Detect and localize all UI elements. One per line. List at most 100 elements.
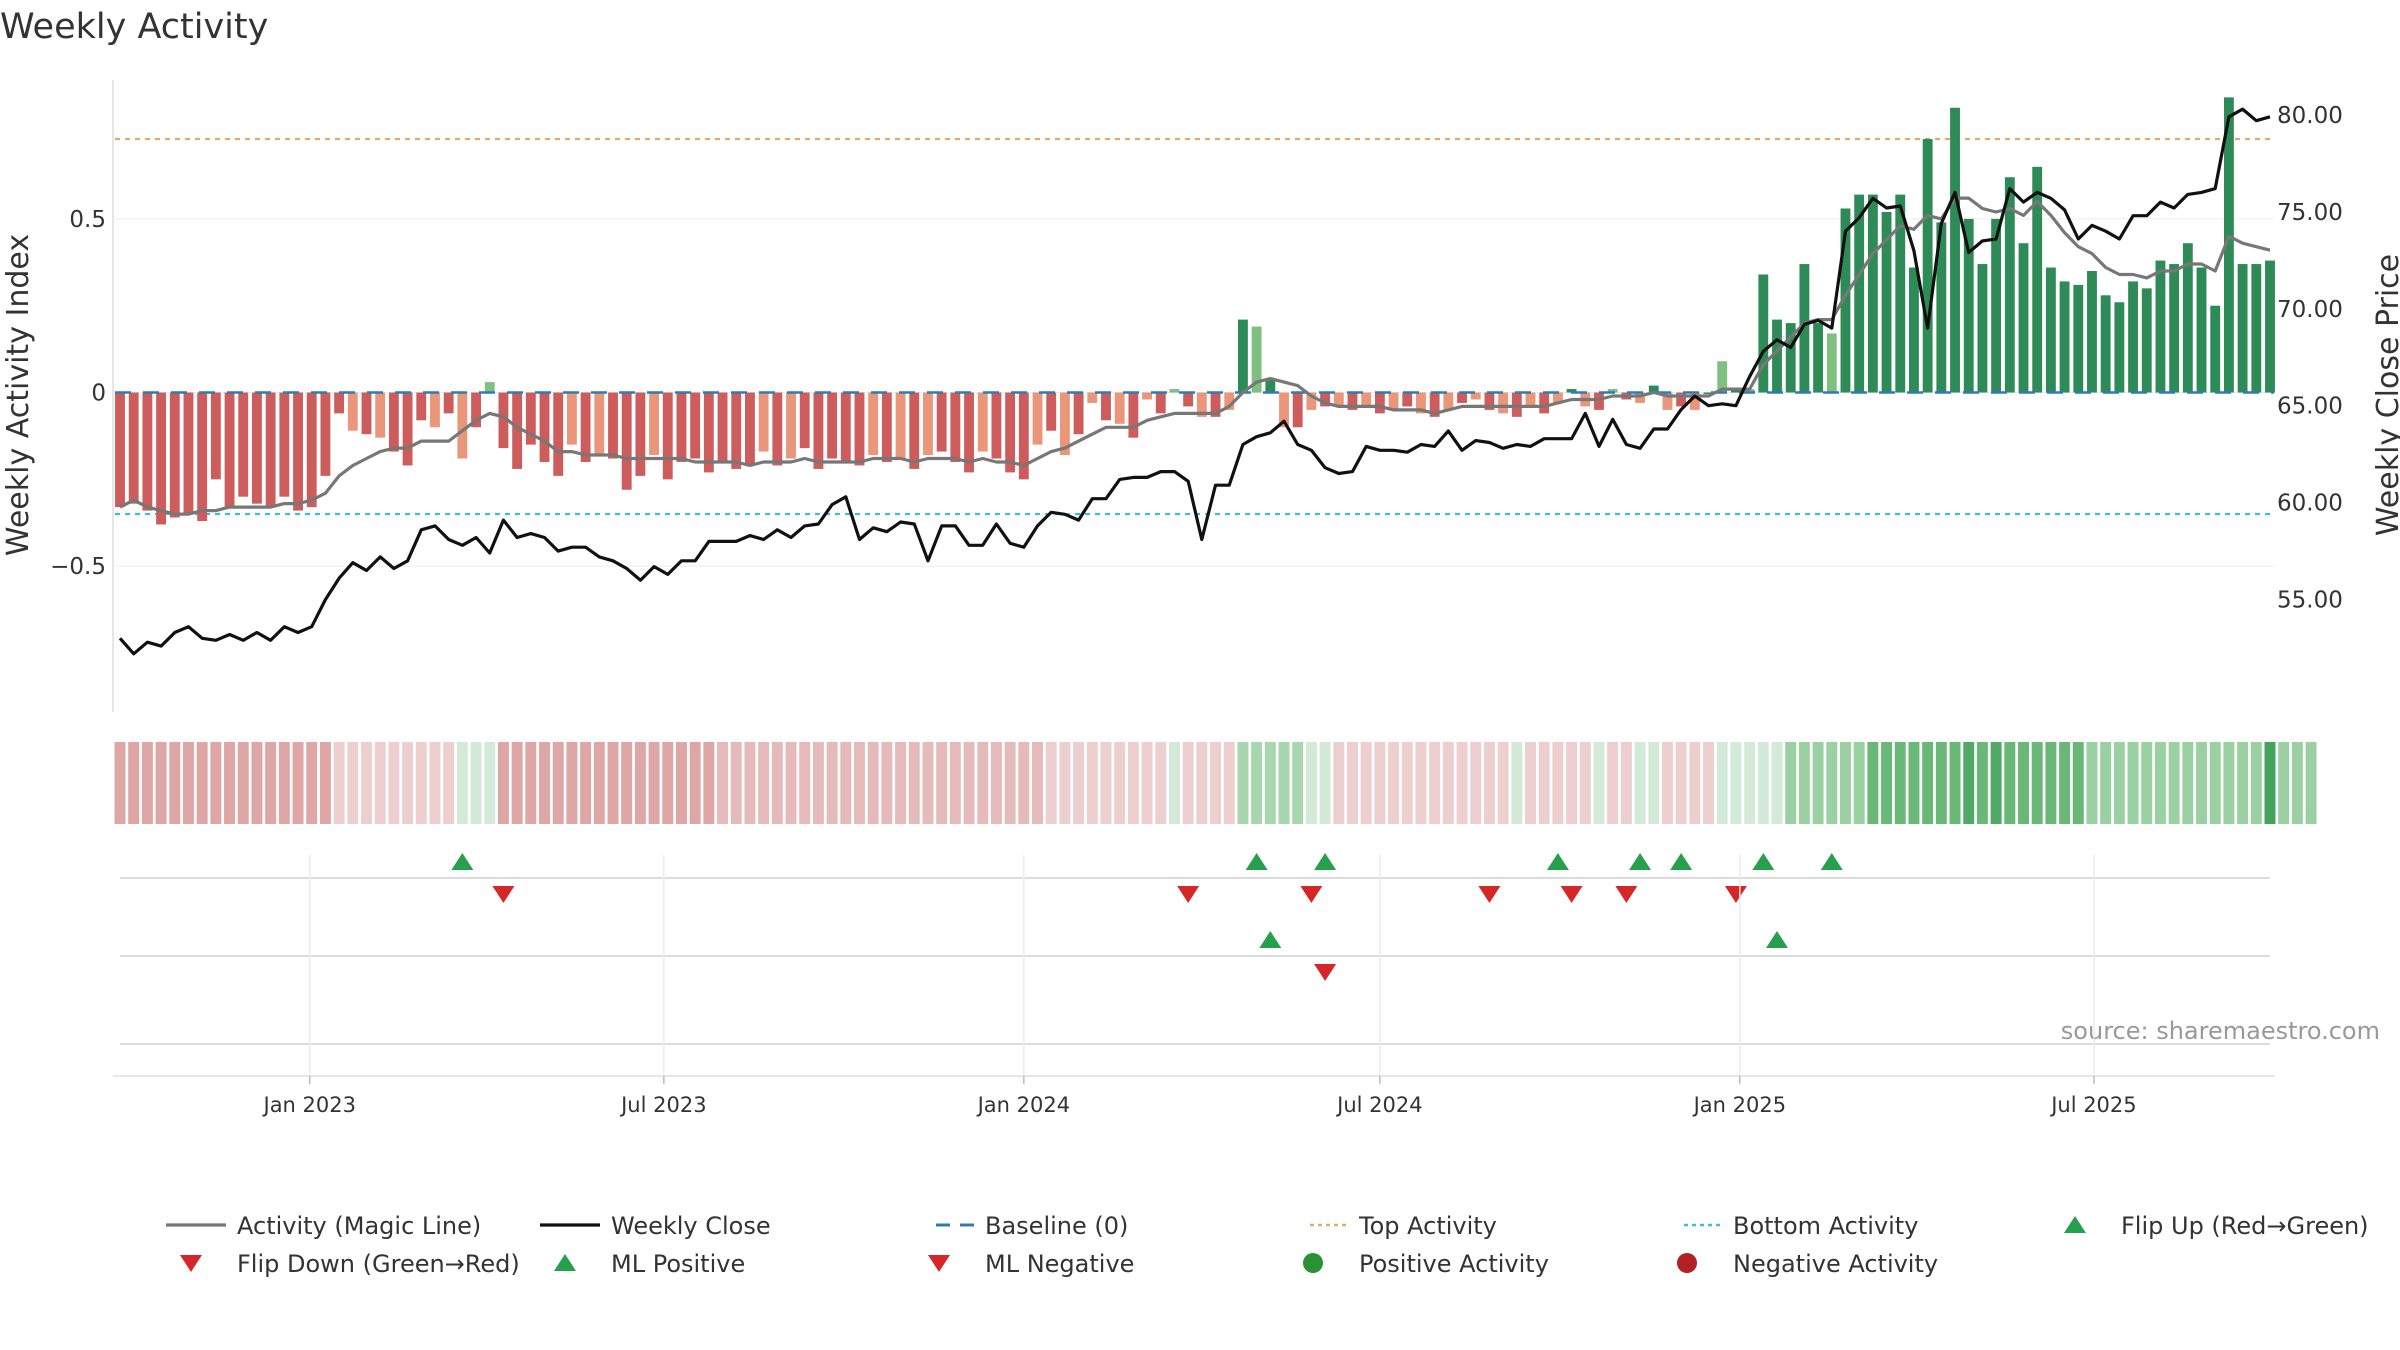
- heat-strip-cell: [1963, 742, 1975, 824]
- activity-bar: [498, 392, 509, 449]
- flip-down-marker: [492, 886, 515, 903]
- activity-bar: [690, 392, 701, 459]
- activity-bar: [1950, 107, 1960, 393]
- heat-strip-cell: [128, 742, 140, 824]
- activity-bar: [786, 392, 796, 459]
- heat-strip-cell: [662, 742, 674, 824]
- heat-strip-cell: [2223, 742, 2235, 824]
- activity-bar: [238, 392, 249, 497]
- legend-swatch: [1677, 1253, 1697, 1273]
- heat-strip-cell: [634, 742, 646, 824]
- heat-strip-cell: [621, 742, 633, 824]
- activity-bar: [1073, 392, 1084, 435]
- activity-bar: [923, 392, 933, 456]
- heat-strip-cell: [2113, 742, 2125, 824]
- activity-bar: [1005, 392, 1016, 473]
- activity-bar: [772, 392, 783, 466]
- legend-label: Positive Activity: [1359, 1250, 1549, 1278]
- heat-strip-cell: [1922, 742, 1934, 824]
- flip-down-marker: [1724, 886, 1747, 903]
- heat-strip-cell: [1675, 742, 1687, 824]
- heat-strip-cell: [278, 742, 290, 824]
- heat-strip-cell: [1155, 742, 1167, 824]
- heat-strip-cell: [1305, 742, 1317, 824]
- activity-bar: [471, 392, 481, 428]
- heat-strip-cell: [1456, 742, 1468, 824]
- heat-strip-cell: [402, 742, 414, 824]
- activity-bar: [388, 392, 399, 452]
- activity-bar: [1251, 326, 1262, 393]
- activity-bar: [2059, 281, 2070, 393]
- heat-strip-cell: [2086, 742, 2098, 824]
- heat-strip-cell: [552, 742, 564, 824]
- activity-bar: [2100, 295, 2111, 393]
- activity-bar: [1511, 392, 1522, 417]
- activity-bar: [1018, 392, 1029, 480]
- activity-bar: [1416, 392, 1426, 414]
- activity-bar: [2004, 177, 2015, 393]
- activity-bar: [1142, 392, 1152, 400]
- activity-bar: [635, 392, 646, 476]
- flip-down-marker: [1615, 886, 1638, 903]
- legend-label: Flip Down (Green→Red): [237, 1250, 520, 1278]
- activity-bar: [2018, 243, 2029, 393]
- heat-strip-cell: [1634, 742, 1646, 824]
- activity-bar: [1333, 392, 1344, 407]
- activity-bar: [1936, 222, 1947, 393]
- flip-up-marker: [1314, 853, 1337, 870]
- activity-bar: [2265, 260, 2275, 393]
- activity-bar: [868, 392, 879, 456]
- heat-strip-cell: [1210, 742, 1222, 824]
- heat-strip-cell: [2059, 742, 2071, 824]
- heat-strip-cell: [1127, 742, 1139, 824]
- activity-bar: [1498, 392, 1509, 414]
- activity-bar: [2087, 270, 2097, 393]
- activity-bar: [827, 392, 838, 459]
- activity-bar: [2237, 264, 2248, 393]
- activity-bar: [1224, 392, 1235, 410]
- activity-bar: [115, 392, 125, 508]
- heat-strip-cell: [744, 742, 756, 824]
- ml-negative-marker: [1314, 964, 1337, 981]
- x-tick-label: Jan 2025: [1692, 1093, 1787, 1117]
- heat-strip-cell: [867, 742, 879, 824]
- activity-bar: [950, 392, 961, 462]
- heat-strip-cell: [1429, 742, 1441, 824]
- activity-bar: [662, 392, 673, 480]
- activity-bar: [881, 392, 892, 462]
- heat-strip-cell: [648, 742, 660, 824]
- y-right-tick-label: 65.00: [2277, 394, 2343, 420]
- heat-strip-cell: [1648, 742, 1660, 824]
- flip-down-marker: [1560, 886, 1583, 903]
- legend-label: ML Negative: [985, 1250, 1134, 1278]
- heat-strip-cell: [593, 742, 605, 824]
- heat-strip-cell: [580, 742, 592, 824]
- activity-bar: [2251, 264, 2262, 393]
- heat-strip-cell: [1292, 742, 1304, 824]
- heat-strip-cell: [1004, 742, 1016, 824]
- activity-bar: [1552, 392, 1563, 403]
- heat-strip-cell: [443, 742, 455, 824]
- activity-bar: [1854, 194, 1865, 393]
- activity-bar: [909, 392, 920, 469]
- activity-bar: [745, 392, 755, 466]
- weekly-close-series: [118, 107, 2271, 656]
- heat-strip-cell: [840, 742, 852, 824]
- heat-strip-cell: [1812, 742, 1824, 824]
- activity-bar: [854, 392, 865, 466]
- heat-strip-cell: [758, 742, 770, 824]
- heat-strip-cell: [196, 742, 208, 824]
- legend-label: Negative Activity: [1733, 1250, 1938, 1278]
- activity-bar: [1963, 218, 1974, 393]
- activity-bar: [936, 392, 947, 452]
- activity-bar: [197, 392, 208, 522]
- heat-strip-cell: [251, 742, 263, 824]
- heat-strip-cell: [1388, 742, 1400, 824]
- x-tick-label: Jul 2024: [1335, 1093, 1422, 1117]
- activity-bar: [402, 392, 413, 466]
- legend-label: Top Activity: [1358, 1212, 1497, 1240]
- heat-strip-cell: [169, 742, 181, 824]
- heat-strip-cell: [1607, 742, 1619, 824]
- activity-bar: [2155, 260, 2166, 393]
- heat-strip-cell: [237, 742, 249, 824]
